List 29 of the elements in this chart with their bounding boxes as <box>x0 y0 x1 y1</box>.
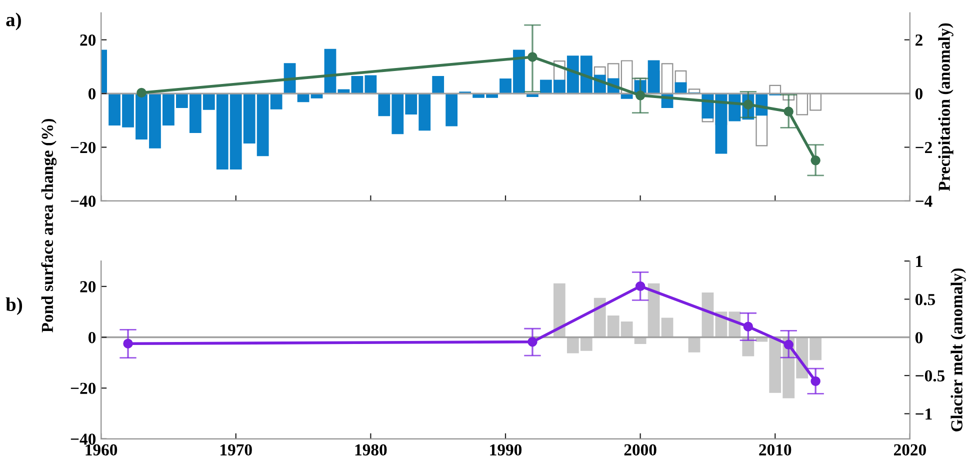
x-tick-label: 1970 <box>220 444 252 456</box>
x-tick-label: 1980 <box>355 444 387 456</box>
x-tick-label: 2020 <box>894 444 926 456</box>
y2-axis-title: Glacier melt (anomaly) <box>950 268 966 432</box>
y-tick-label: −20 <box>70 382 96 394</box>
x-tick-label: 2010 <box>759 444 792 456</box>
text: a) <box>6 12 21 30</box>
y2-tick-label: 0.5 <box>915 294 936 306</box>
x-tick-label: 1990 <box>490 444 522 456</box>
y2-tick-label: −4 <box>916 196 932 207</box>
y2-tick-label: −0.5 <box>916 370 945 382</box>
y-tick-label: 20 <box>80 281 96 292</box>
y2-tick-label: −2 <box>916 142 932 154</box>
y-tick-label: 20 <box>80 34 96 46</box>
y-tick-label: 0 <box>88 88 96 100</box>
x-tick-label: 1960 <box>86 444 118 456</box>
x-tick-label: 2000 <box>624 444 656 456</box>
y2-tick-label: 0 <box>915 88 923 100</box>
y2-tick-label: 0 <box>915 332 923 344</box>
y-tick-label: −40 <box>70 434 96 445</box>
y-tick-label: 0 <box>88 332 96 344</box>
y-tick-label: −20 <box>70 142 96 154</box>
y-tick-label: −40 <box>70 196 96 207</box>
y2-tick-label: 2 <box>916 34 922 46</box>
y2-axis-title: Precipitation (anomaly) <box>938 23 954 191</box>
y2-tick-label: 1 <box>916 256 922 267</box>
y2-tick-label: −1 <box>916 408 932 420</box>
text: b) <box>6 297 22 315</box>
y-axis-title: Pond surface area change (%) <box>41 118 57 332</box>
